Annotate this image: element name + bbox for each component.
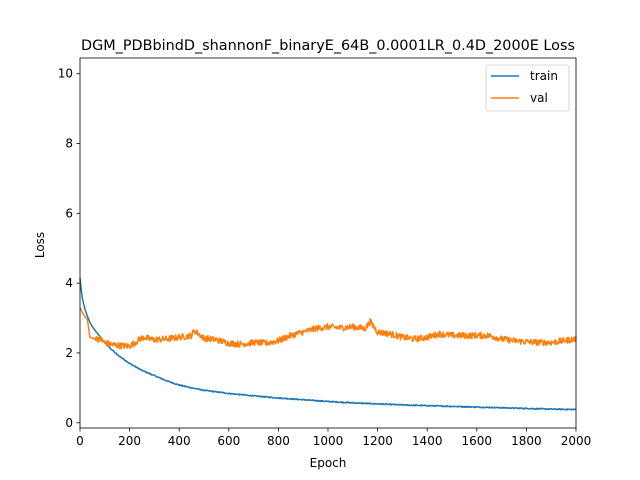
- series-line-train: [79, 277, 577, 411]
- legend-train-label: train: [530, 69, 558, 83]
- y-axis-label: Loss: [33, 232, 47, 258]
- x-tick-label: 200: [118, 434, 141, 448]
- legend: train val: [485, 64, 570, 112]
- x-tick-label: 0: [76, 434, 84, 448]
- y-tick-label: 2: [65, 346, 73, 360]
- y-tick-label: 10: [58, 67, 73, 81]
- x-tick-label: 400: [168, 434, 191, 448]
- x-axis-label: Epoch: [310, 456, 347, 470]
- x-tick-label: 1400: [412, 434, 443, 448]
- legend-val-label: val: [530, 91, 548, 105]
- x-axis-ticks: 0 200 400 600 800 1000 1200 1400 1600 1800 2000: [76, 428, 591, 448]
- series-line-val: [79, 307, 577, 350]
- x-tick-label: 1000: [313, 434, 344, 448]
- y-tick-label: 6: [65, 206, 73, 220]
- x-tick-label: 1200: [362, 434, 393, 448]
- x-tick-label: 1600: [462, 434, 493, 448]
- y-tick-label: 0: [65, 416, 73, 430]
- y-tick-label: 8: [65, 137, 73, 151]
- y-tick-label: 4: [65, 276, 73, 290]
- x-tick-label: 2000: [561, 434, 592, 448]
- x-tick-label: 800: [267, 434, 290, 448]
- x-tick-label: 600: [217, 434, 240, 448]
- chart-title: DGM_PDBbindD_shannonF_binaryE_64B_0.0001…: [81, 38, 575, 54]
- y-axis-ticks: 0 2 4 6 8 10: [58, 67, 80, 430]
- series-layer: [79, 277, 577, 411]
- x-tick-label: 1800: [511, 434, 542, 448]
